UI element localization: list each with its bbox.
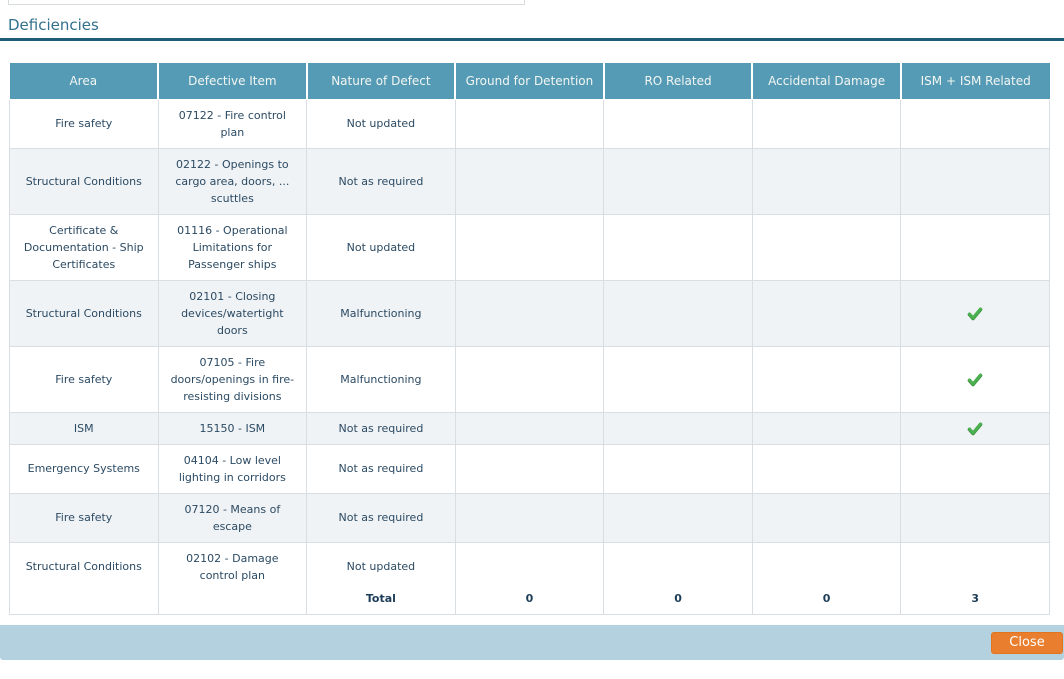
cell-nature_of_defect: Not updated Total: [306, 541, 456, 615]
column-header-area: Area: [9, 63, 160, 100]
cell-ro_related: [603, 411, 753, 445]
cell-defective_item: 04104 - Low level lighting in corridors: [157, 443, 308, 494]
cell-nature_of_defect: Not as required: [306, 411, 456, 445]
cell-accidental_damage: [751, 411, 902, 445]
cell-defective_item: 07105 - Fire doors/openings in fire-resi…: [157, 345, 308, 413]
cell-area: Structural Conditions: [9, 279, 159, 347]
cell-area: ISM: [9, 411, 159, 445]
cell-accidental_damage: [751, 98, 902, 149]
cell-ro_related: [603, 213, 753, 281]
cell-ground_for_detention: [454, 213, 605, 281]
total-value-ground_for_detention: 0: [525, 591, 534, 605]
cell-ground_for_detention: [454, 492, 605, 543]
cell-accidental_damage: [751, 443, 902, 494]
cell-nature_of_defect: Malfunctioning: [306, 279, 456, 347]
cell-ism_ism_related: [900, 147, 1050, 215]
table-header: Area Defective Item Nature of Defect Ground…: [9, 63, 1050, 100]
cell-area: Fire safety: [9, 98, 159, 149]
table-header-row: Area Defective Item Nature of Defect Ground…: [9, 63, 1050, 100]
cell-accidental_damage: [751, 492, 902, 543]
cell-area: Emergency Systems: [9, 443, 159, 494]
total-label: Total: [365, 591, 396, 605]
deficiencies-table: Area Defective Item Nature of Defect Ground…: [9, 63, 1050, 615]
table-row: Structural Conditions 02122 - Openings to…: [9, 147, 1050, 215]
cell-accidental_damage: [751, 279, 902, 347]
cell-ground_for_detention: 0: [454, 541, 605, 615]
cell-accidental_damage: 0: [751, 541, 902, 615]
checkmark-icon: [967, 307, 983, 320]
cell-ro_related: [603, 345, 753, 413]
total-value-ro_related: 0: [674, 591, 682, 605]
cell-nature_of_defect: Not as required: [306, 147, 456, 215]
cell-defective_item: 01116 - Operational Limitations for Pass…: [157, 213, 308, 281]
total-value-ism_ism_related: 3: [971, 591, 980, 605]
total-value-accidental_damage: 0: [822, 591, 831, 605]
cell-area: Structural Conditions: [9, 541, 159, 615]
column-header-ism_ism_related: ISM + ISM Related: [900, 63, 1050, 100]
cell-area: Structural Conditions: [9, 147, 159, 215]
cell-ground_for_detention: [454, 345, 605, 413]
cell-ro_related: [603, 492, 753, 543]
title-underline: [0, 38, 1064, 41]
table-row: Structural Conditions 02102 - Damage con…: [9, 541, 1050, 615]
cell-ground_for_detention: [454, 279, 605, 347]
footer-bar: Close: [0, 625, 1064, 660]
cell-defective_item: 02122 - Openings to cargo area, doors, .…: [157, 147, 308, 215]
cell-defective_item: 02102 - Damage control plan: [157, 541, 308, 615]
cell-nature_of_defect: Malfunctioning: [306, 345, 456, 413]
table-row: Fire safety 07105 - Fire doors/openings i…: [9, 345, 1050, 413]
cell-ground_for_detention: [454, 443, 605, 494]
table-row: Structural Conditions 02101 - Closing dev…: [9, 279, 1050, 347]
cell-nature_of_defect: Not as required: [306, 492, 456, 543]
checkmark-icon: [967, 422, 983, 435]
cell-defective_item: 15150 - ISM: [157, 411, 308, 445]
cell-accidental_damage: [751, 345, 902, 413]
total-value-area: [19, 590, 149, 607]
cell-nature_of_defect: Not as required: [306, 443, 456, 494]
table-row: Certificate & Documentation - Ship Certi…: [9, 213, 1050, 281]
cell-ground_for_detention: [454, 98, 605, 149]
cell-ro_related: [603, 279, 753, 347]
top-panel-fragment: [8, 0, 525, 5]
cell-ism_ism_related: [900, 411, 1050, 445]
checkmark-icon: [967, 373, 983, 386]
column-header-ro_related: RO Related: [603, 63, 754, 100]
cell-defective_item: 07122 - Fire control plan: [157, 98, 308, 149]
column-header-ground_for_detention: Ground for Detention: [455, 63, 605, 100]
cell-ism_ism_related: [900, 98, 1050, 149]
cell-ism_ism_related: 3: [900, 541, 1050, 615]
cell-ground_for_detention: [454, 147, 605, 215]
column-header-nature_of_defect: Nature of Defect: [306, 63, 457, 100]
column-header-defective_item: Defective Item: [158, 63, 308, 100]
page-title: Deficiencies: [8, 16, 99, 34]
table-row: Fire safety 07122 - Fire control plan Not …: [9, 98, 1050, 149]
cell-accidental_damage: [751, 147, 902, 215]
table-body: Fire safety 07122 - Fire control plan Not …: [9, 98, 1050, 615]
cell-defective_item: 07120 - Means of escape: [157, 492, 308, 543]
cell-ro_related: [603, 147, 753, 215]
cell-defective_item: 02101 - Closing devices/watertight doors: [157, 279, 308, 347]
close-button[interactable]: Close: [991, 632, 1063, 654]
cell-nature_of_defect: Not updated: [306, 213, 456, 281]
cell-ro_related: [603, 98, 753, 149]
cell-ism_ism_related: [900, 213, 1050, 281]
cell-ro_related: 0: [603, 541, 753, 615]
table-row: ISM 15150 - ISM Not as required: [9, 411, 1050, 445]
cell-ism_ism_related: [900, 443, 1050, 494]
cell-area: Certificate & Documentation - Ship Certi…: [9, 213, 159, 281]
cell-area: Fire safety: [9, 345, 159, 413]
cell-ground_for_detention: [454, 411, 605, 445]
cell-ro_related: [603, 443, 753, 494]
cell-nature_of_defect: Not updated: [306, 98, 456, 149]
cell-ism_ism_related: [900, 345, 1050, 413]
table-row: Fire safety 07120 - Means of escape Not as…: [9, 492, 1050, 543]
cell-area: Fire safety: [9, 492, 159, 543]
cell-ism_ism_related: [900, 492, 1050, 543]
cell-ism_ism_related: [900, 279, 1050, 347]
table-row: Emergency Systems 04104 - Low level light…: [9, 443, 1050, 494]
total-value-defective_item: [168, 590, 298, 607]
column-header-accidental_damage: Accidental Damage: [752, 63, 902, 100]
cell-accidental_damage: [751, 213, 902, 281]
